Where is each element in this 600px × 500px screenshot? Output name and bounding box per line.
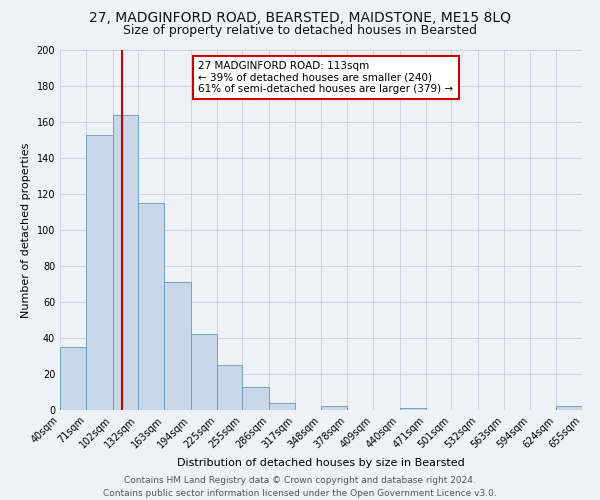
Bar	[164, 282, 191, 410]
Bar	[217, 365, 242, 410]
Bar	[400, 408, 426, 410]
Bar	[191, 334, 217, 410]
Text: 27, MADGINFORD ROAD, BEARSTED, MAIDSTONE, ME15 8LQ: 27, MADGINFORD ROAD, BEARSTED, MAIDSTONE…	[89, 11, 511, 25]
Bar	[113, 115, 138, 410]
Bar	[242, 386, 269, 410]
Text: 27 MADGINFORD ROAD: 113sqm
← 39% of detached houses are smaller (240)
61% of sem: 27 MADGINFORD ROAD: 113sqm ← 39% of deta…	[199, 61, 454, 94]
Bar	[138, 203, 164, 410]
X-axis label: Distribution of detached houses by size in Bearsted: Distribution of detached houses by size …	[177, 458, 465, 468]
Bar	[322, 406, 347, 410]
Text: Contains HM Land Registry data © Crown copyright and database right 2024.
Contai: Contains HM Land Registry data © Crown c…	[103, 476, 497, 498]
Bar	[60, 347, 86, 410]
Bar	[86, 134, 113, 410]
Text: Size of property relative to detached houses in Bearsted: Size of property relative to detached ho…	[123, 24, 477, 37]
Y-axis label: Number of detached properties: Number of detached properties	[21, 142, 31, 318]
Bar	[269, 403, 295, 410]
Bar	[556, 406, 582, 410]
